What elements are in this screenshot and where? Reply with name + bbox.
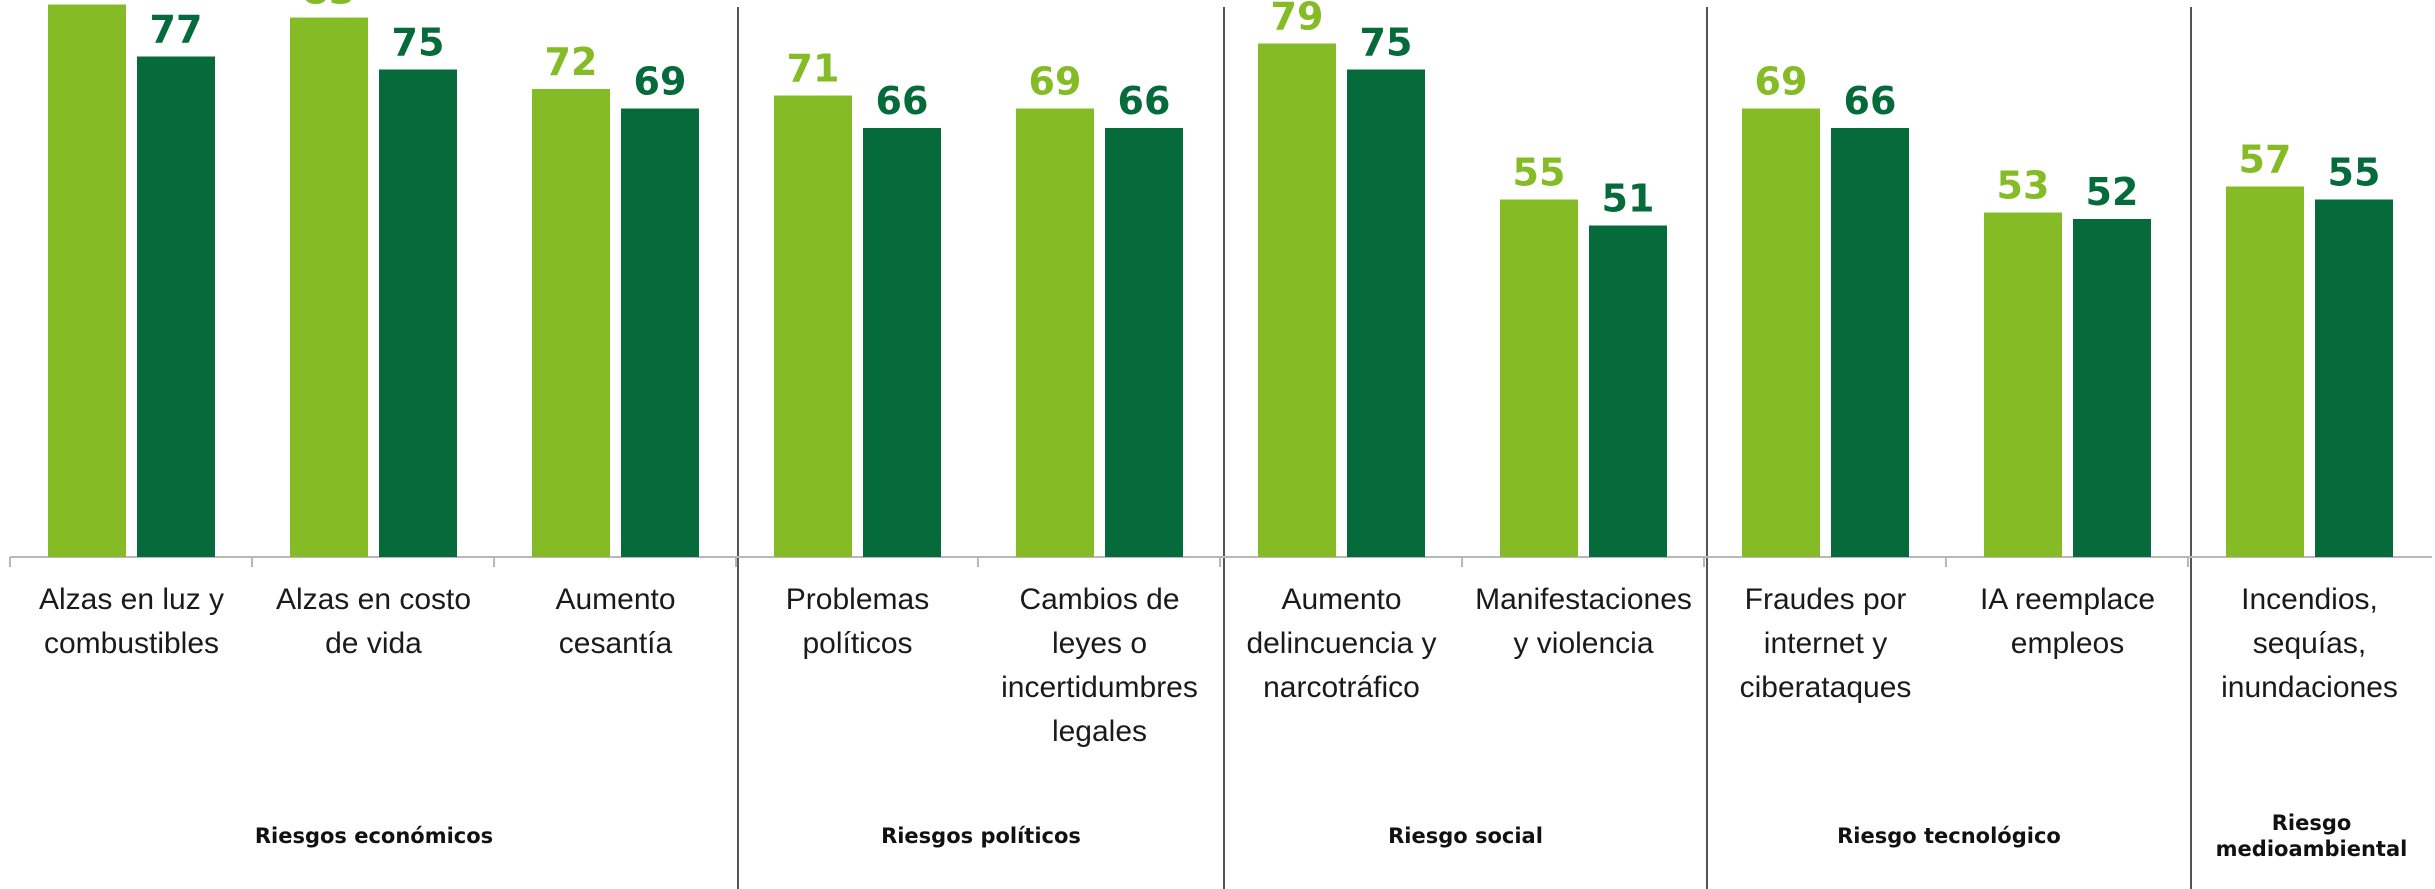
category-label: legales: [1052, 715, 1147, 748]
category-label: Manifestaciones: [1475, 583, 1692, 616]
data-label: 51: [1602, 177, 1655, 221]
category-label: delincuencia y: [1246, 627, 1436, 660]
data-label: 55: [1513, 151, 1566, 195]
bar-dark: [1105, 128, 1183, 557]
data-label: 69: [1029, 60, 1082, 104]
category-label: empleos: [2011, 627, 2124, 660]
data-label: 72: [545, 40, 598, 84]
bar-light: [532, 89, 610, 557]
data-label: 75: [392, 21, 445, 65]
group-label: Riesgo tecnológico: [1837, 824, 2061, 848]
category-label: Alzas en costo: [276, 583, 471, 616]
data-label: 79: [1271, 0, 1324, 39]
category-label: Fraudes por: [1745, 583, 1907, 616]
category-label: inundaciones: [2221, 671, 2398, 704]
category-label: leyes o: [1052, 627, 1147, 660]
data-label: 75: [1360, 21, 1413, 65]
category-label: internet y: [1764, 627, 1887, 660]
category-label: ciberataques: [1740, 671, 1912, 704]
category-label: IA reemplace: [1980, 583, 2155, 616]
category-label: Cambios de: [1019, 583, 1179, 616]
category-label: Incendios,: [2241, 583, 2378, 616]
data-label: 66: [1118, 79, 1171, 123]
category-label: políticos: [802, 627, 912, 660]
bar-dark: [379, 69, 457, 557]
category-label: Aumento: [555, 583, 675, 616]
bar-light: [1500, 199, 1578, 557]
bar-dark: [863, 128, 941, 557]
bar-light: [1742, 108, 1820, 557]
bar-light: [2226, 186, 2304, 557]
bar-dark: [137, 56, 215, 557]
bar-light: [1258, 43, 1336, 557]
category-label: cesantía: [559, 627, 673, 660]
data-label: 77: [150, 8, 203, 52]
category-label: Aumento: [1281, 583, 1401, 616]
bar-dark: [1831, 128, 1909, 557]
bar-light: [774, 95, 852, 557]
data-label: 66: [1844, 79, 1897, 123]
bar-light: [1984, 212, 2062, 557]
data-label: 69: [634, 60, 687, 104]
category-label: de vida: [325, 627, 422, 660]
bar-dark: [621, 108, 699, 557]
bar-dark: [1589, 225, 1667, 557]
bar-dark: [2315, 199, 2393, 557]
data-label: 55: [2328, 151, 2381, 195]
category-label: y violencia: [1513, 627, 1653, 660]
bar-light: [48, 4, 126, 557]
data-label: 53: [1997, 164, 2050, 208]
data-label: 66: [876, 79, 929, 123]
group-label: medioambiental: [2216, 837, 2408, 861]
bar-light: [1016, 108, 1094, 557]
category-label: combustibles: [44, 627, 219, 660]
data-label: 57: [2239, 138, 2292, 182]
bar-dark: [2073, 219, 2151, 557]
category-label: Problemas: [786, 583, 929, 616]
category-label: incertidumbres: [1001, 671, 1198, 704]
data-label: 83: [303, 0, 356, 13]
data-label: 69: [1755, 60, 1808, 104]
bar-light: [290, 17, 368, 557]
category-label: Alzas en luz y: [39, 583, 224, 616]
data-label: 52: [2086, 170, 2139, 214]
bar-dark: [1347, 69, 1425, 557]
category-label: narcotráfico: [1263, 671, 1420, 704]
group-label: Riesgo social: [1388, 824, 1543, 848]
group-label: Riesgos económicos: [255, 824, 493, 848]
group-label: Riesgo: [2272, 811, 2352, 835]
data-label: 71: [787, 47, 840, 91]
group-label: Riesgos políticos: [881, 824, 1081, 848]
category-label: sequías,: [2253, 627, 2366, 660]
